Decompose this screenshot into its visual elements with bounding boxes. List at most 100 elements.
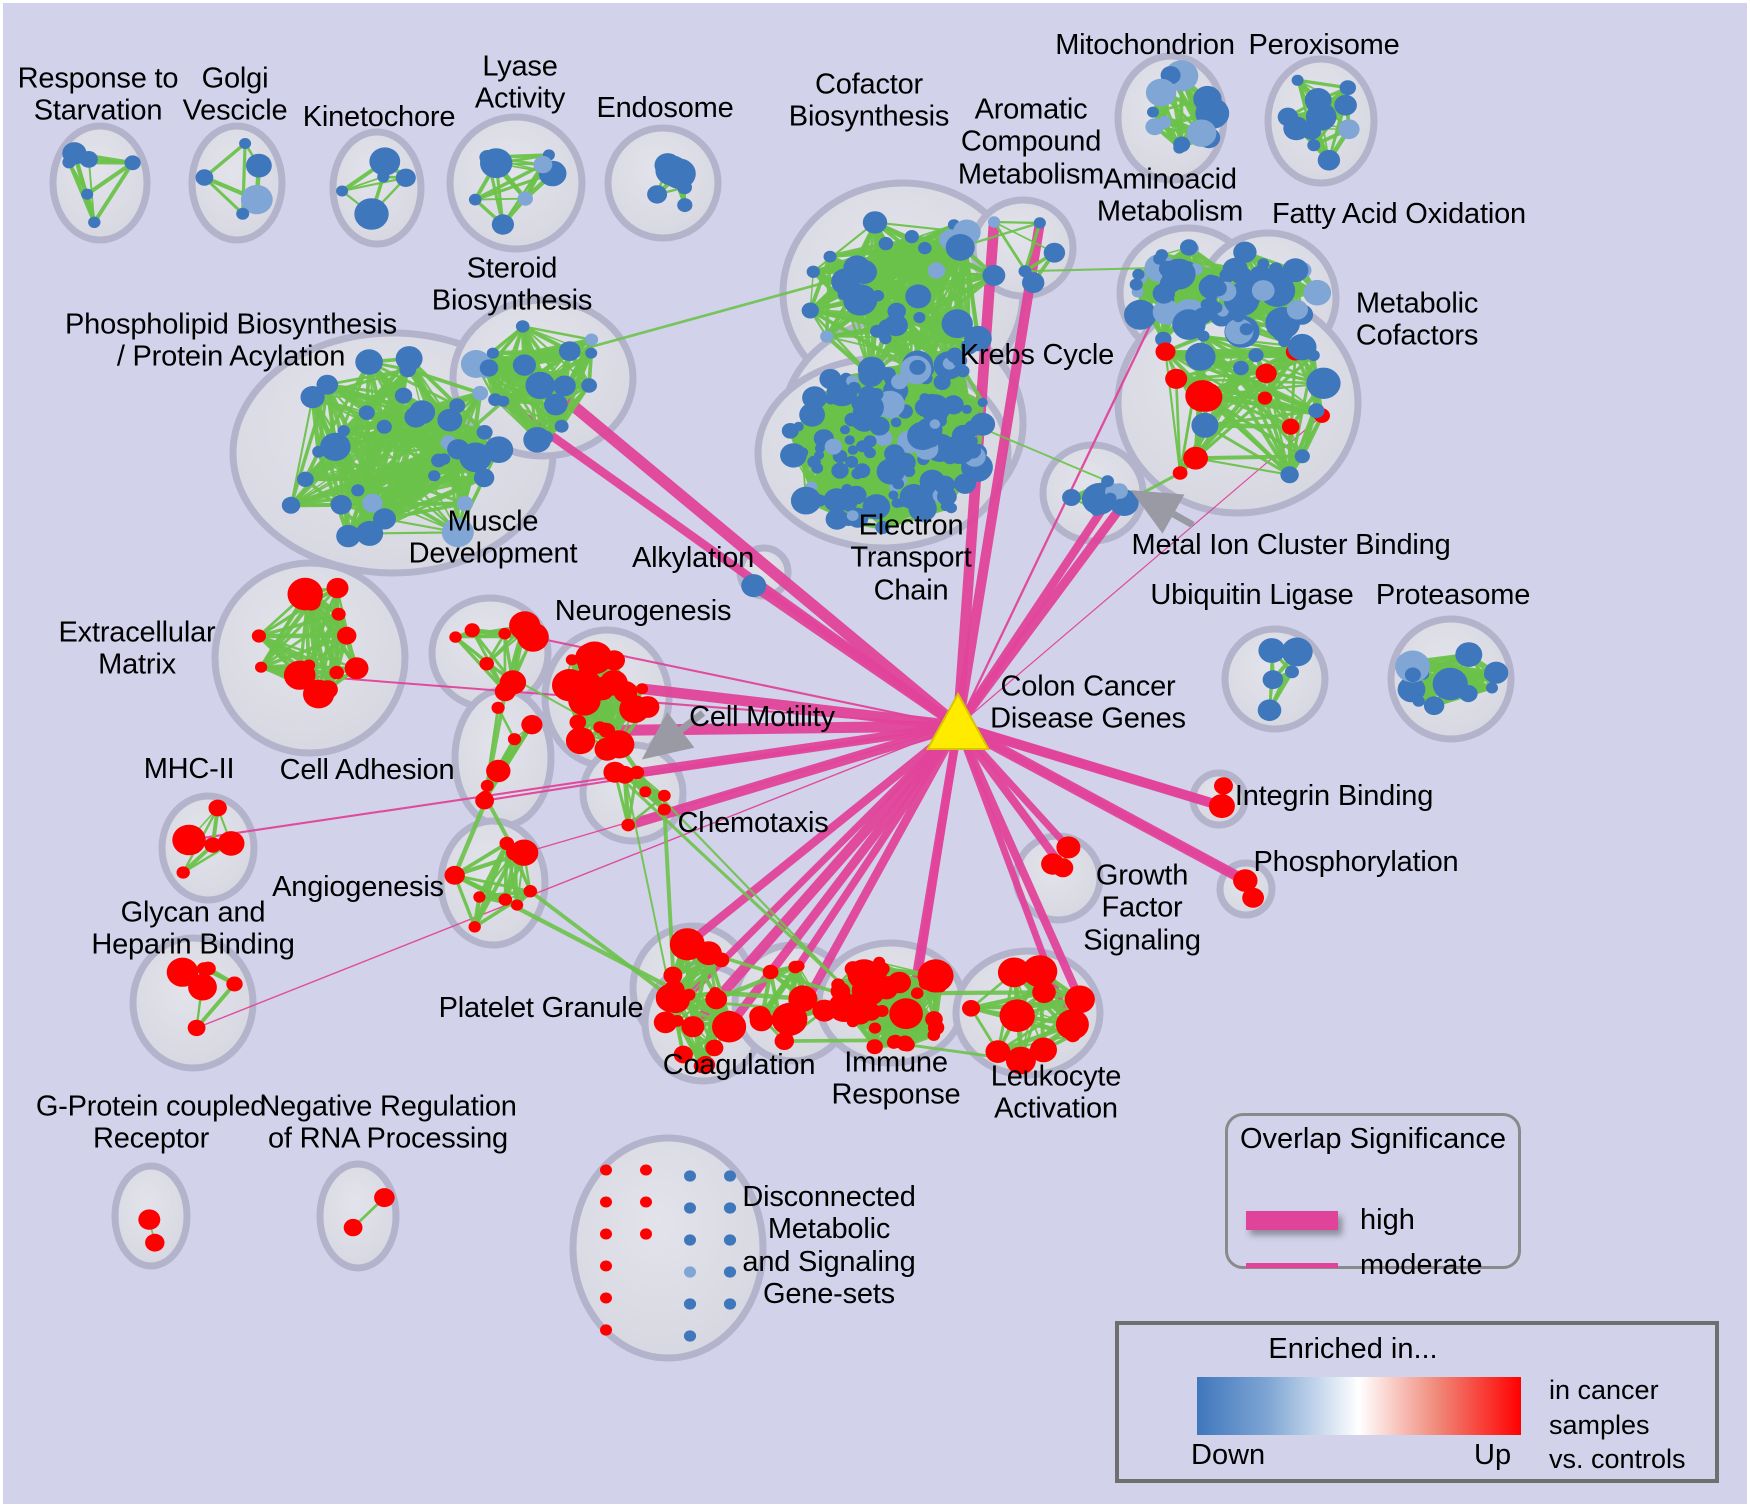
edge-hub-mhc-ii [188,724,959,842]
legend-enriched-side-label: in cancer samples vs. controls [1549,1375,1686,1475]
gene-set-node-cofactor-biosynthesis [878,236,894,251]
gene-set-node-steroid-biosynthesis [479,359,499,377]
edge-intra-steroid-biosynthesis [488,366,563,428]
gene-set-node-kinetochore [395,168,416,187]
gene-set-node-negative-regulation-rna [374,1188,395,1208]
gene-set-node-golgi-vescicle [195,169,214,186]
gene-set-node-disconnected-gene-sets [600,1324,612,1336]
edge-intra-metabolic-cofactors [1195,457,1290,476]
gene-set-node-neurogenesis [636,683,649,695]
gene-set-node-phosphorylation [1242,887,1264,908]
gene-set-node-immune-response [934,981,947,993]
gene-set-node-neurogenesis [635,696,660,718]
gene-set-node-immune-response [868,1022,882,1034]
gene-set-node-chemotaxis [653,1011,678,1034]
edge-intra-phospholipid-biosynthesis [364,412,372,534]
hub-node[interactable] [925,691,991,751]
gene-set-node-electron-transport-chain [888,490,899,500]
edge-intra-phospholipid-biosynthesis [368,361,459,533]
gene-set-node-disconnected-gene-sets [683,1330,697,1342]
gene-set-node-chemotaxis [677,935,692,949]
gene-set-node-electron-transport-chain [825,393,837,405]
gene-set-node-lyase-activity [468,193,482,206]
gene-set-node-phospholipid-biosynthesis [330,495,352,515]
edge-intra-phospholipid-biosynthesis [327,383,404,398]
gene-set-node-immune-response [866,1039,883,1055]
edge-intra-cofactor-biosynthesis [946,251,970,366]
gene-set-node-electron-transport-chain [936,398,947,408]
gene-set-node-extracellular-matrix [326,577,349,599]
gene-set-node-disconnected-gene-sets [723,1234,737,1246]
gene-set-node-fatty-acid-oxidation [1239,323,1254,336]
gene-set-node-metabolic-cofactors [1248,348,1264,363]
gene-set-node-leukocyte-activation [1014,1002,1027,1014]
edge-hub-phosphorylation [955,721,1248,886]
gene-set-node-electron-transport-chain [847,381,861,395]
legend-swatch-high [1246,1211,1338,1230]
edge-intra-metabolic-cofactors [1164,350,1291,477]
gene-set-node-coagulation [798,995,814,1009]
cluster-label-leukocyte-activation: Leukocyte Activation [990,1060,1122,1125]
gene-set-node-cofactor-biosynthesis [820,330,834,343]
legend-enriched-title: Enriched in... [1268,1333,1438,1365]
gene-set-node-platelet-granule [670,1015,684,1027]
gene-set-node-electron-transport-chain [876,458,905,485]
gene-set-node-platelet-granule [705,1039,724,1057]
gene-set-node-fatty-acid-oxidation [1243,272,1257,285]
gene-set-node-peroxisome [1307,139,1321,152]
cluster-label-lyase-activity: Lyase Activity [474,50,566,115]
gene-set-node-krebs-cycle [857,356,886,383]
edge-hub-integrin-binding [956,721,1224,811]
edge-intra-metabolic-cofactors [1194,354,1315,460]
legend-overlap-moderate-label: moderate [1360,1249,1483,1281]
gene-set-node-cofactor-biosynthesis [945,234,975,261]
network-canvas [49,52,1515,1362]
gene-set-node-phospholipid-biosynthesis [337,425,350,437]
cluster-label-steroid-biosynthesis: Steroid Biosynthesis [431,252,593,317]
gene-set-node-electron-transport-chain [828,494,839,504]
edge-intra-lyase-activity [474,163,544,202]
gene-set-node-leukocyte-activation [1030,1037,1057,1063]
edge-intra-metabolic-cofactors [1204,423,1291,477]
gene-set-node-muscle-development [449,631,462,643]
gene-set-node-leukocyte-activation [1032,981,1056,1004]
gene-set-node-cell-adhesion [521,715,543,735]
cluster-label-neurogenesis: Neurogenesis [554,594,732,627]
edge-intra-metabolic-cofactors [1195,454,1303,461]
edge-intra-aromatic-compound-metabolism [993,221,1055,254]
gene-set-node-krebs-cycle [924,475,936,485]
gene-set-node-platelet-granule [664,994,681,1009]
cluster-label-integrin-binding: Integrin Binding [1234,779,1434,812]
gene-set-node-disconnected-gene-sets [600,1260,612,1272]
gene-set-node-electron-transport-chain [846,510,859,521]
edge-hub-glycan-heparin-binding [196,725,959,1029]
gene-set-node-electron-transport-chain [875,520,890,535]
gene-set-node-cofactor-biosynthesis [801,302,819,319]
edge-intra-metabolic-cofactors [1201,335,1292,476]
gene-set-node-immune-response [889,998,923,1030]
gene-set-node-phospholipid-biosynthesis [362,493,383,513]
gene-set-node-electron-transport-chain [863,435,877,448]
edge-intra-response-to-starvation [85,161,134,196]
edge-intra-steroid-biosynthesis [488,367,538,441]
gene-set-node-peroxisome [1305,102,1337,131]
gene-set-node-steroid-biosynthesis [558,341,581,361]
gene-set-node-angiogenesis [510,899,524,911]
gene-set-node-cell-adhesion [475,792,494,810]
gene-set-node-steroid-biosynthesis [515,320,530,333]
gene-set-node-extracellular-matrix [255,661,268,673]
gene-set-node-cofactor-biosynthesis [879,332,892,345]
gene-set-node-metabolic-cofactors [1172,466,1188,480]
gene-set-node-immune-response [910,987,924,999]
gene-set-node-endosome [654,153,681,178]
gene-set-node-metal-ion-cluster-binding [1101,475,1114,488]
gene-set-node-response-to-starvation [124,155,141,171]
gene-set-node-angiogenesis [473,891,486,903]
gene-set-node-growth-factor-signaling [1056,836,1081,859]
gene-set-node-platelet-granule [705,989,728,1010]
gene-set-node-mitochondrion [1158,115,1172,129]
cluster-label-g-protein-coupled-receptor: G-Protein coupled Receptor [35,1090,267,1155]
gene-set-node-immune-response [925,1011,943,1028]
gene-set-node-platelet-granule [712,1011,747,1043]
gene-set-node-phospholipid-biosynthesis [431,453,447,468]
